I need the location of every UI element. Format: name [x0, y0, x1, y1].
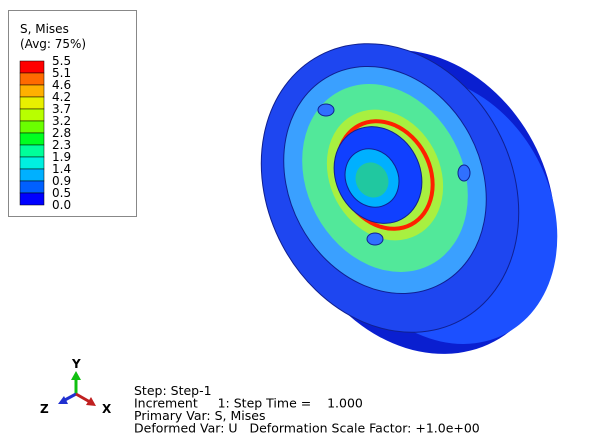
legend-swatch [20, 157, 44, 169]
viewport: { "legend": { "title": "S, Mises", "subt… [0, 0, 610, 437]
model-view: S, Mises (Avg: 75%) 5.55.14.64.23.73.22.… [0, 0, 610, 437]
legend-swatch [20, 61, 44, 73]
legend-swatch [20, 73, 44, 85]
legend-swatch [20, 133, 44, 145]
legend-swatch [20, 169, 44, 181]
bolt-hole [367, 233, 383, 245]
axis-triad: Y Z X [40, 357, 112, 416]
triad-y-arrow [71, 371, 81, 380]
triad-y-label: Y [71, 357, 81, 371]
triad-z-label: Z [40, 402, 49, 416]
legend-swatch [20, 121, 44, 133]
legend-subtitle: (Avg: 75%) [20, 37, 86, 51]
pulley-model [212, 0, 607, 402]
legend-swatch [20, 145, 44, 157]
legend-swatch [20, 109, 44, 121]
legend-swatch [20, 97, 44, 109]
legend-title: S, Mises [20, 22, 69, 36]
legend-swatch [20, 181, 44, 193]
triad-x-axis [76, 394, 90, 402]
bolt-hole [318, 104, 334, 116]
legend-label: 0.0 [52, 198, 71, 212]
bolt-hole [458, 165, 470, 181]
status-line: Deformed Var: U Deformation Scale Factor… [134, 421, 480, 436]
legend-swatch [20, 193, 44, 205]
legend-swatch [20, 85, 44, 97]
triad-x-label: X [102, 402, 112, 416]
